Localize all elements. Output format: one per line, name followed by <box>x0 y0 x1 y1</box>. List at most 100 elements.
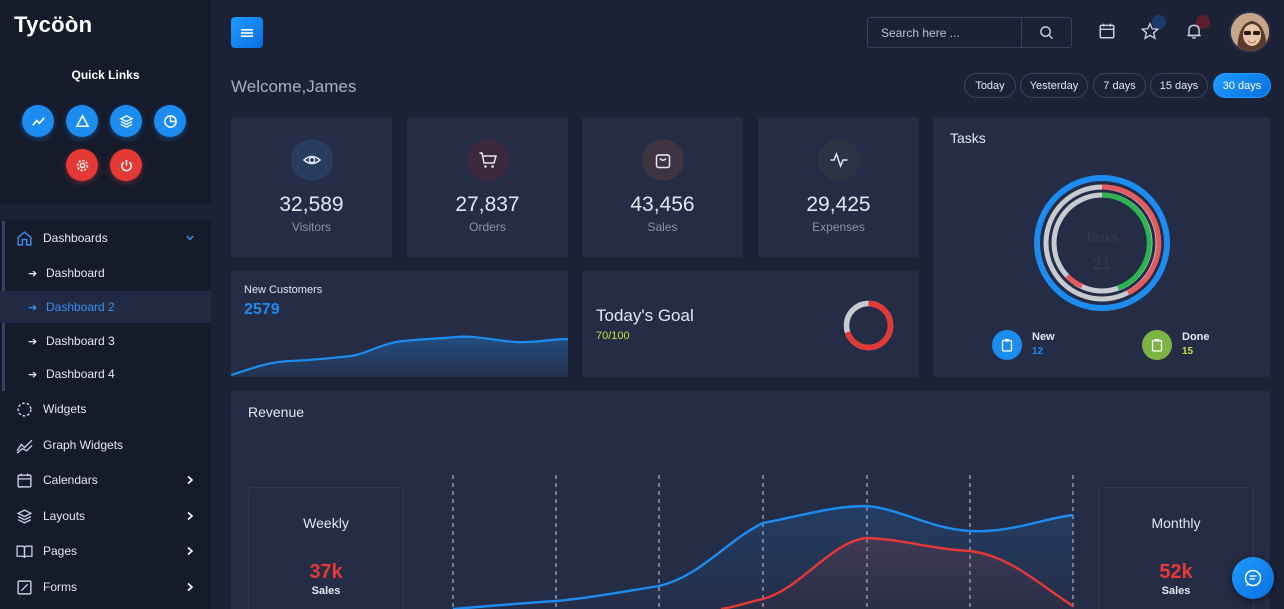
cart-icon <box>479 152 497 168</box>
tasks-done-value: 15 <box>1182 346 1194 357</box>
arrow-right-icon: ➔ <box>28 368 38 381</box>
layers-icon <box>118 114 134 128</box>
arrow-right-icon: ➔ <box>28 301 38 314</box>
todays-goal-value: 70/100 <box>596 330 630 342</box>
todays-goal-card: Today's Goal 70/100 <box>582 271 919 377</box>
sidebar-item-label: Layouts <box>43 509 86 523</box>
new-customers-value: 2579 <box>244 301 280 318</box>
tasks-center-value: 21 <box>1092 254 1111 273</box>
range-15days-button[interactable]: 15 days <box>1150 73 1208 98</box>
quick-link-layers[interactable] <box>110 105 142 137</box>
sidebar-subitem-dashboard-4[interactable]: ➔ Dashboard 4 <box>0 358 211 390</box>
goal-donut <box>843 300 894 351</box>
sidebar-subitem-dashboard-3[interactable]: ➔ Dashboard 3 <box>0 325 211 357</box>
sidebar-item-calendars[interactable]: Calendars <box>0 463 211 497</box>
sidebar-item-widgets[interactable]: Widgets <box>0 392 211 426</box>
stat-value: 27,837 <box>455 193 520 216</box>
home-icon <box>17 230 32 246</box>
user-avatar[interactable] <box>1229 11 1271 53</box>
quick-link-power[interactable] <box>110 149 142 181</box>
revenue-monthly-label: Sales <box>1161 585 1191 597</box>
book-icon <box>16 545 33 558</box>
sidebar-subitem-dashboard[interactable]: ➔ Dashboard <box>0 257 211 289</box>
search-button[interactable] <box>1021 18 1071 47</box>
search-icon <box>1040 26 1054 40</box>
triangle-icon <box>75 113 89 127</box>
search-box <box>867 17 1072 48</box>
revenue-weekly-value: 37k <box>309 561 343 583</box>
arrow-right-icon: ➔ <box>28 335 38 348</box>
tasks-new-icon-wrap <box>992 330 1022 360</box>
range-7days-button[interactable]: 7 days <box>1093 73 1146 98</box>
sidebar-item-pages[interactable]: Pages <box>0 534 211 568</box>
brand-logo[interactable]: Tycöòn <box>14 12 93 37</box>
sidebar-item-layouts[interactable]: Layouts <box>0 499 211 533</box>
tasks-ring-middle-arc <box>1101 184 1162 296</box>
sidebar-item-forms[interactable]: Forms <box>0 570 211 604</box>
chevron-right-icon <box>187 546 194 556</box>
menu-toggle-button[interactable] <box>231 17 263 48</box>
stat-card-visitors: 32,589 Visitors <box>231 117 392 257</box>
quick-link-pie[interactable] <box>154 105 186 137</box>
stat-icon-wrap <box>290 139 333 181</box>
tasks-ring-chart <box>1034 175 1170 311</box>
tasks-title: Tasks <box>950 130 986 146</box>
revenue-series-line-red <box>720 536 1074 609</box>
sidebar-divider <box>0 204 211 220</box>
stat-label: Orders <box>469 220 506 234</box>
stat-label: Visitors <box>291 220 332 234</box>
revenue-monthly-title: Monthly <box>1151 515 1201 531</box>
search-input[interactable] <box>868 18 1022 47</box>
star-icon[interactable] <box>1141 22 1159 40</box>
sidebar-item-label: Pages <box>43 544 78 558</box>
range-30days-button[interactable]: 30 days <box>1213 73 1271 98</box>
quick-link-analytics[interactable] <box>22 105 54 137</box>
revenue-weekly-box: Weekly 37k Sales <box>248 487 404 609</box>
calendar-icon[interactable] <box>1098 22 1116 40</box>
sidebar-subitem-label: Dashboard 2 <box>46 300 115 314</box>
stat-card-sales: 43,456 Sales <box>582 117 743 257</box>
chat-button[interactable] <box>1232 557 1274 599</box>
quick-link-triangle[interactable] <box>66 105 98 137</box>
range-yesterday-button[interactable]: Yesterday <box>1020 73 1088 98</box>
tasks-done-icon-wrap <box>1142 330 1172 360</box>
revenue-weekly-label: Sales <box>311 585 341 597</box>
goal-progress-arc <box>843 300 894 351</box>
quick-link-settings[interactable] <box>66 149 98 181</box>
sidebar-item-label: Calendars <box>43 473 98 487</box>
new-customers-sparkline <box>231 335 568 377</box>
tasks-new-label: New <box>1032 331 1055 343</box>
bell-icon[interactable] <box>1185 22 1203 40</box>
stat-label: Expenses <box>812 220 865 234</box>
activity-icon <box>830 151 847 169</box>
new-customers-card: New Customers 2579 <box>231 271 568 377</box>
sidebar-item-graph-widgets[interactable]: Graph Widgets <box>0 428 211 462</box>
revenue-monthly-box: Monthly 52k Sales <box>1098 487 1254 609</box>
revenue-series-area-red <box>721 538 1073 609</box>
tasks-center-label: Tasks <box>1084 230 1119 245</box>
stat-label: Sales <box>647 220 678 234</box>
layers-icon <box>16 508 33 524</box>
clipboard-icon <box>1001 339 1013 352</box>
stat-card-orders: 27,837 Orders <box>407 117 568 257</box>
revenue-weekly-title: Weekly <box>303 515 349 531</box>
quick-links-title: Quick Links <box>71 68 140 82</box>
eye-icon <box>302 155 321 165</box>
sidebar-subitem-dashboard-2[interactable]: ➔ Dashboard 2 <box>0 291 211 323</box>
hamburger-icon <box>241 28 253 37</box>
stat-card-expenses: 29,425 Expenses <box>758 117 919 257</box>
todays-goal-title: Today's Goal <box>596 306 694 325</box>
spinner-icon <box>17 401 32 417</box>
tasks-ring-inner-arc-2 <box>1065 274 1084 289</box>
chevron-right-icon <box>187 475 194 485</box>
power-icon <box>120 159 132 171</box>
range-today-button[interactable]: Today <box>964 73 1016 98</box>
notification-indicator <box>1196 15 1210 29</box>
revenue-monthly-value: 52k <box>1159 561 1193 583</box>
tasks-new-value: 12 <box>1032 346 1044 357</box>
new-customers-title: New Customers <box>244 284 323 296</box>
tasks-ring-inner-arc <box>1101 192 1152 291</box>
sidebar-item-dashboards[interactable]: Dashboards <box>0 221 211 255</box>
pie-chart-icon <box>163 114 177 128</box>
tasks-done-label: Done <box>1182 331 1210 343</box>
